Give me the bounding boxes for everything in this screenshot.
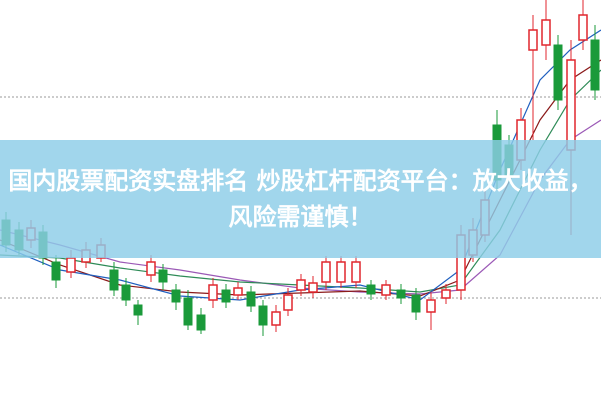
candle-body [233,287,243,296]
candle-body [336,261,346,283]
candle-body [208,284,218,301]
candle-body [296,279,306,291]
candle-body [321,261,331,283]
title-banner: 国内股票配资实盘排名 炒股杠杆配资平台：放大收益，风险需谨慎！ [0,140,601,258]
candle-body [246,291,256,307]
candle-body [426,299,436,313]
candle-body [121,284,131,301]
candle-body [553,44,563,101]
candle-body [109,269,119,291]
candle-body [411,294,421,313]
candle-body [133,304,143,316]
candle-wick [0,59,601,297]
banner-title: 国内股票配资实盘排名 炒股杠杆配资平台：放大收益，风险需谨慎！ [8,167,593,231]
candle-body [396,289,406,299]
candle-body [308,282,318,293]
candle-body [590,39,600,91]
candle-body [66,257,76,273]
candle-body [158,269,168,283]
candle-body [196,314,206,331]
candle-body [146,261,156,276]
candle-wick [0,29,601,301]
candle-body [271,311,281,326]
candle-body [566,59,576,151]
candle-body [351,261,361,283]
candle-body [51,261,61,281]
candle-body [283,294,293,311]
candle-body [441,289,451,299]
candle-body [221,289,231,303]
candle-body [366,284,376,295]
candle-body [528,29,538,51]
candle-body [541,19,551,46]
candle-body [183,297,193,326]
candle-body [258,305,268,326]
candle-body [381,284,391,296]
candle-body [578,14,588,41]
candle-body [171,289,181,303]
